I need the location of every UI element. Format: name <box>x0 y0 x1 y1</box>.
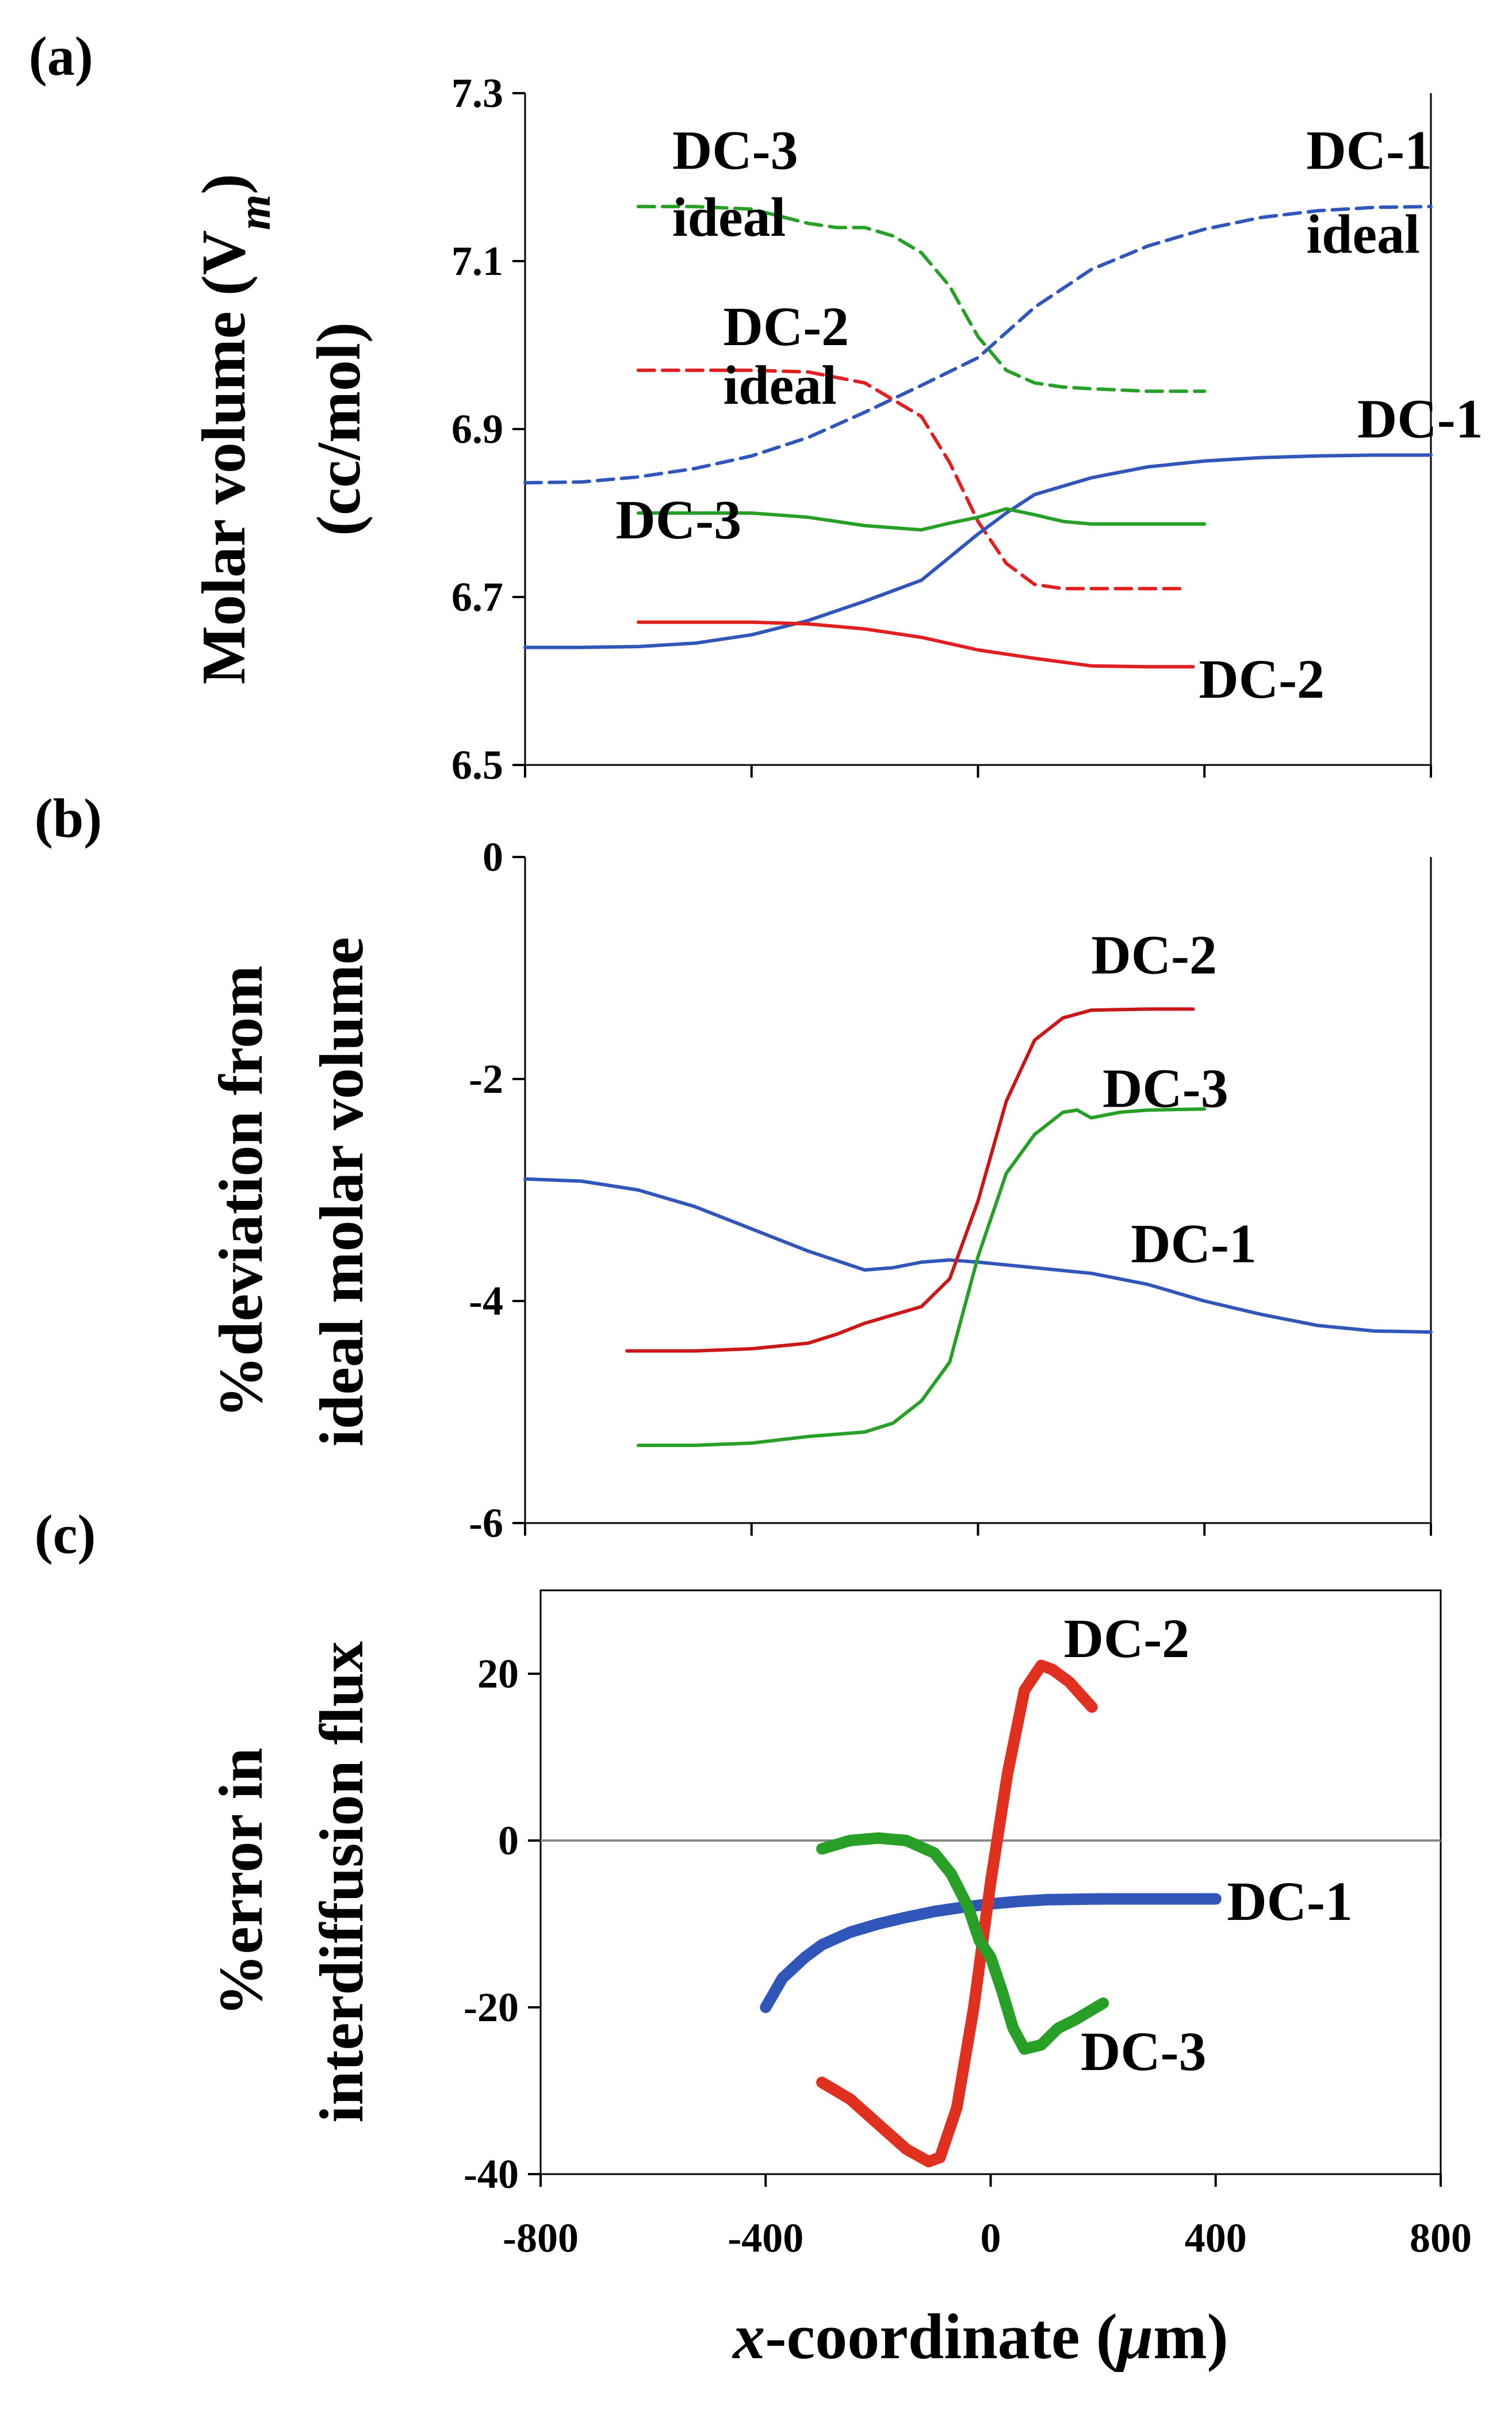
y-axis-label-subscript: m <box>229 194 280 230</box>
series-dc-2-line <box>636 620 1195 669</box>
series-annotation: DC-3 <box>1103 1057 1228 1119</box>
series-annotation: DC-2 <box>1064 1608 1190 1669</box>
series-dc-2-ideal-line <box>636 368 1184 591</box>
y-tick-label: -2 <box>469 1056 503 1102</box>
x-tick-label: 0 <box>981 2215 1001 2261</box>
series-annotation: DC-3 <box>616 489 742 550</box>
y-tick-label: -6 <box>469 1500 503 1546</box>
series-annotation: ideal <box>1306 203 1419 265</box>
series-annotation: DC-1 <box>1306 119 1432 181</box>
y-axis-label-line1: %error in <box>207 1748 275 2017</box>
x-tick-label: -800 <box>503 2215 579 2261</box>
series-annotation: DC-3 <box>1081 2021 1207 2082</box>
series-annotation: DC-2 <box>1091 924 1217 986</box>
y-tick-label: -40 <box>464 2151 519 2197</box>
y-tick-label: 0 <box>498 1818 519 1864</box>
series-dc-2-line <box>816 1659 1098 2168</box>
series-annotation: DC-1 <box>1227 1870 1353 1932</box>
series-dc-1-line <box>760 1893 1222 2013</box>
x-tick-label: -400 <box>728 2215 803 2261</box>
y-axis-label-line2: (cc/mol) <box>305 322 373 536</box>
x-axis-label: x-coordinate (μm) <box>732 2301 1228 2373</box>
series-dc-3-line <box>636 1107 1207 1447</box>
y-tick-label: 0 <box>483 834 503 880</box>
series-annotation: ideal <box>672 186 786 248</box>
series-annotation: ideal <box>724 354 837 416</box>
series-annotation: DC-1 <box>1306 119 1432 181</box>
y-tick-label: 7.3 <box>451 70 503 116</box>
y-axis-label-line1: %deviation from <box>207 966 275 1418</box>
y-tick-label: -4 <box>469 1278 503 1324</box>
y-axis-label-line2: interdiffusion flux <box>308 1641 376 2122</box>
y-axis-label-line1: Molar volume (Vm) <box>190 174 280 684</box>
series-annotation: DC-2 <box>1199 648 1325 710</box>
y-tick-label: 7.1 <box>451 238 503 284</box>
panel-label: (a) <box>29 25 93 87</box>
y-axis-label-close: ) <box>190 174 258 194</box>
series-dc-1-line <box>523 1177 1433 1334</box>
series-dc-2-line <box>625 1007 1195 1353</box>
panel-c: (c) -40 -20 0 20 -800 -400 0 400 800 %error in inte… <box>35 1503 1472 2373</box>
y-tick-label: 6.5 <box>451 742 503 788</box>
x-axis-label-text: -coordinate ( <box>765 2301 1117 2373</box>
y-axis-label-line2: ideal molar volume <box>308 937 376 1447</box>
y-axis-label-main: Molar volume (V <box>190 230 258 684</box>
series-annotation: DC-3 <box>672 119 798 181</box>
series-dc-1-line <box>523 453 1433 649</box>
y-tick-label: 6.7 <box>451 574 503 620</box>
panel-label: (c) <box>35 1503 96 1565</box>
y-tick-label: 20 <box>477 1651 519 1697</box>
panel-a: (a) 6.5 6.7 6.9 7.1 7.3 Molar volume (Vm) (cc/m… <box>29 25 1483 788</box>
series-annotation: DC-2 <box>724 296 849 357</box>
series-dc-1-ideal-line <box>523 205 1433 485</box>
series-dc-3-ideal-line <box>636 205 1207 393</box>
x-axis-label-unit: m) <box>1153 2301 1228 2373</box>
x-axis-label-mu: μ <box>1115 2301 1153 2373</box>
x-axis-label-var: x <box>732 2301 765 2373</box>
panel-b: (b) -6 -4 -2 0 %deviation from ideal molar vol… <box>35 787 1433 1546</box>
y-tick-label: 6.9 <box>451 406 503 452</box>
x-tick-label: 400 <box>1185 2215 1247 2261</box>
series-dc-3-line <box>636 507 1207 532</box>
panel-label: (b) <box>35 787 102 849</box>
series-annotation: DC-1 <box>1357 388 1483 450</box>
x-tick-label: 800 <box>1410 2215 1472 2261</box>
series-annotation: DC-1 <box>1131 1212 1257 1274</box>
series-dc-3-line <box>816 1832 1109 2055</box>
y-tick-label: -20 <box>464 1984 519 2030</box>
